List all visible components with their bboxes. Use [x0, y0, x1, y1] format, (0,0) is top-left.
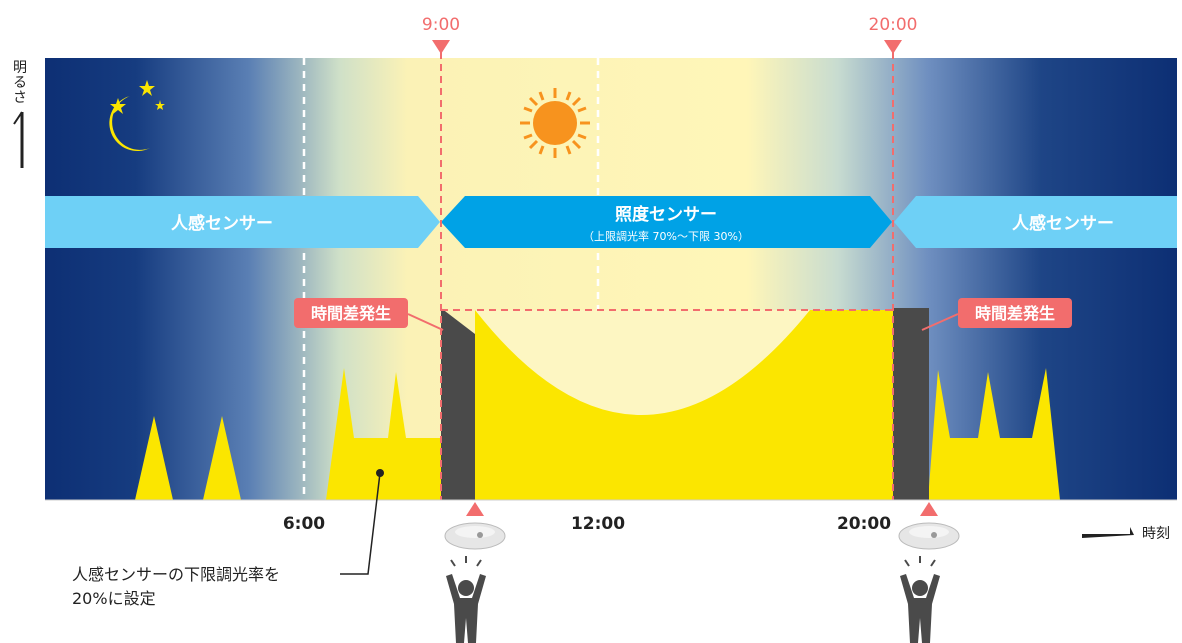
- y-axis-arrow-head: [13, 111, 23, 125]
- badge-right: [958, 298, 1072, 328]
- band-left-label: 人感センサー: [171, 213, 273, 234]
- marker-20-arrow: [884, 40, 902, 54]
- light-output-left-spike-1: [135, 416, 173, 500]
- light-output-left-block: [326, 368, 441, 500]
- marker-20-label: 20:00: [869, 15, 918, 35]
- marker-9-label: 9:00: [422, 15, 460, 35]
- badge-right-pointer: [921, 313, 959, 331]
- y-axis-char-3: さ: [13, 90, 27, 106]
- light-output-right-block: [928, 368, 1060, 500]
- sensor-icon: [898, 522, 960, 550]
- star-icon: [155, 100, 165, 110]
- sensor-icon: [444, 522, 506, 550]
- x-tick-20: 20:00: [837, 514, 891, 534]
- note-leader: [340, 472, 381, 575]
- delay-block-left: [441, 308, 475, 500]
- x-tick-12: 12:00: [571, 514, 625, 534]
- note-line-1: 人感センサーの下限調光率を: [72, 565, 280, 584]
- y-axis-label: 明 る さ: [13, 60, 27, 168]
- band-motion-right: [894, 196, 1177, 248]
- star-icon: [110, 98, 126, 114]
- x-axis-label: 時刻: [1142, 526, 1170, 542]
- band-right-label: 人感センサー: [1012, 213, 1114, 234]
- note-line-2: 20%に設定: [72, 589, 156, 608]
- badge-right-label: 時間差発生: [975, 304, 1055, 323]
- daylight-glow: [475, 310, 810, 415]
- person-icon: [900, 556, 940, 643]
- band-motion-left: [45, 196, 440, 248]
- band-center-label: 照度センサー: [615, 204, 717, 225]
- y-axis-char-1: 明: [13, 60, 27, 76]
- y-axis-char-2: る: [13, 75, 27, 91]
- sensor-marker-left: [466, 502, 484, 516]
- sensor-marker-right: [920, 502, 938, 516]
- badge-left: [294, 298, 408, 328]
- marker-9-arrow: [432, 40, 450, 54]
- light-output-left-spike-2: [203, 416, 241, 500]
- x-axis-arrow: [1082, 527, 1134, 538]
- badge-left-pointer: [407, 313, 444, 331]
- badge-left-label: 時間差発生: [311, 304, 391, 323]
- x-tick-6: 6:00: [283, 514, 325, 534]
- star-icon: [139, 80, 155, 96]
- person-icon: [446, 556, 486, 643]
- band-center-sublabel: （上限調光率 70%～下限 30%）: [583, 229, 749, 243]
- band-illuminance: [441, 196, 892, 248]
- delay-block-right: [893, 308, 929, 500]
- sun-icon: [520, 88, 590, 158]
